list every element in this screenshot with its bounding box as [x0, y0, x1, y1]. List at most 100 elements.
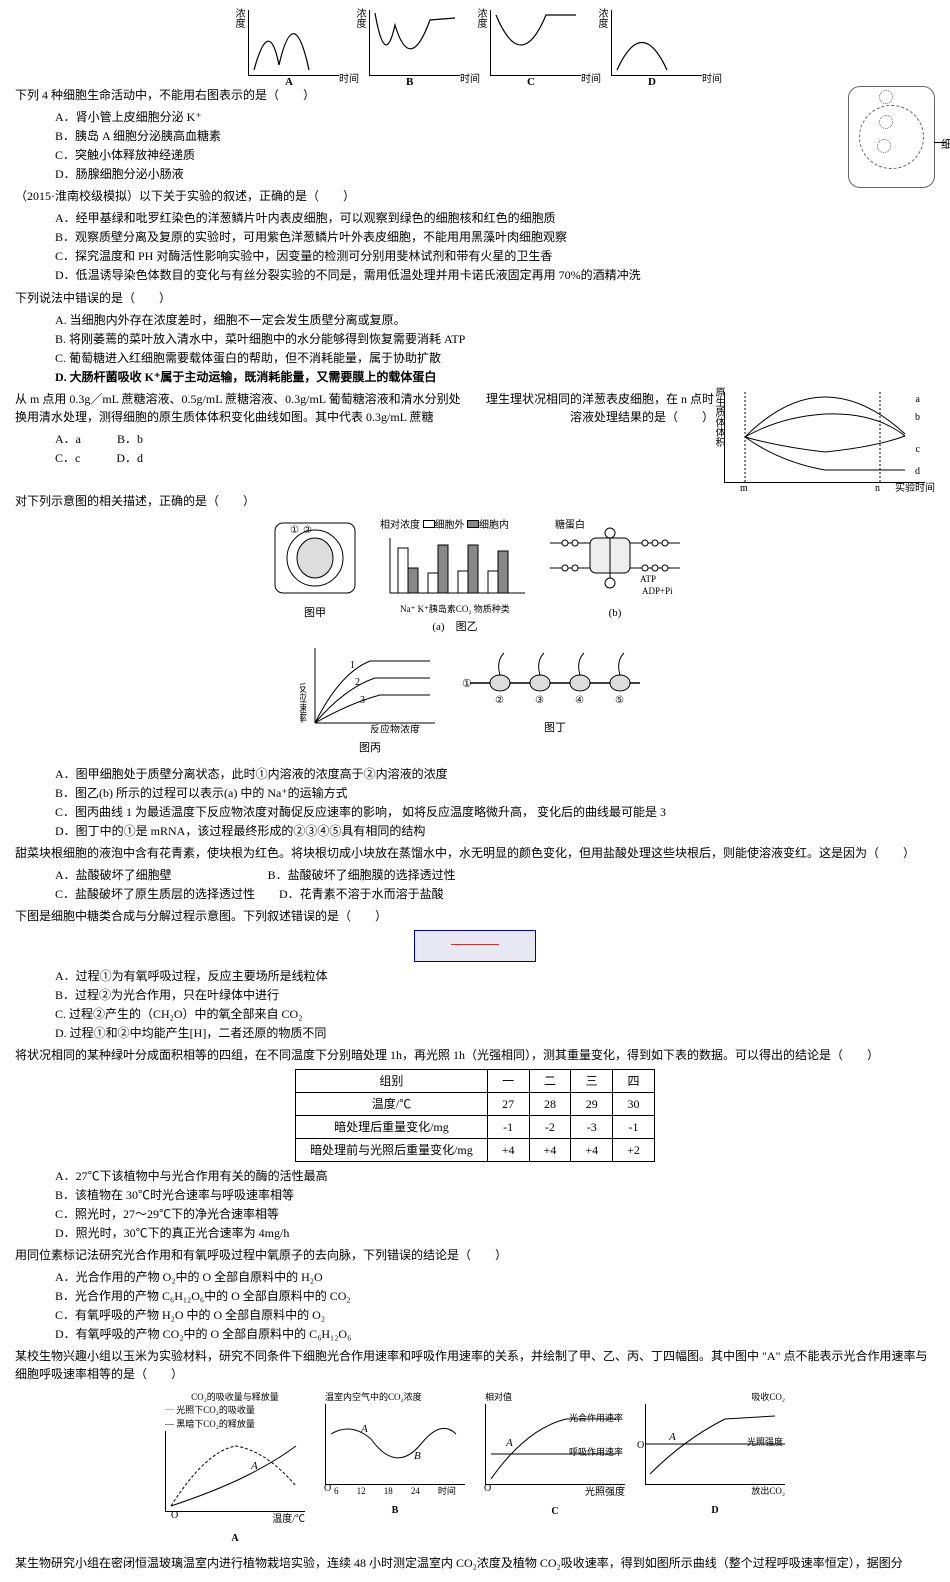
- b-xlabel: 时间: [438, 1485, 456, 1499]
- q1-stem: 下列 4 种细胞生命活动中，不能用右图表示的是（ ）: [15, 86, 935, 104]
- q8-options: A．27℃下该植物中与光合作用有关的酶的活性最高 B．该植物在 30℃时光合速率…: [55, 1167, 935, 1242]
- q11-stem: 某生物研究小组在密闭恒温玻璃温室内进行植物栽培实验，连续 48 小时测定温室内 …: [15, 1554, 935, 1572]
- chart-c: 浓度 时间 C: [490, 10, 581, 76]
- a-origin: O: [171, 1508, 178, 1523]
- chart-b-label: B: [406, 74, 413, 91]
- svg-text:3: 3: [360, 695, 365, 706]
- q8-h0: 组别: [296, 1069, 488, 1092]
- fig-ding: ① ② ③ ④ ⑤ 图丁: [460, 643, 650, 737]
- q4-chart-ylabel: 原生质体体积: [711, 387, 726, 447]
- a-leg1: 光照下CO₂的吸收量: [176, 1405, 255, 1415]
- q8-r1c3: -3: [571, 1115, 613, 1138]
- q8-r1c2: -2: [529, 1115, 571, 1138]
- bchart-d-cap: D: [645, 1503, 785, 1518]
- q3-opt-a: A. 当细胞内外存在浓度差时，细胞不一定会发生质壁分离或复原。: [55, 311, 935, 329]
- q7-stem: 下图是细胞中糖类合成与分解过程示意图。下列叙述错误的是（ ）: [15, 907, 935, 925]
- bchart-b: 温室内空气中的CO₂浓度 A B O 6 12 18 24 时间 B: [325, 1391, 465, 1547]
- yi-a-xlabel: Na⁺ K⁺胰岛素CO₂ 物质种类: [380, 603, 530, 617]
- q4-letter-d: d: [915, 464, 920, 479]
- chart-a-xlabel: 时间: [339, 72, 359, 87]
- bchart-c-cap: C: [485, 1504, 625, 1519]
- chart-c-xlabel: 时间: [581, 72, 601, 87]
- chart-b-xlabel: 时间: [460, 72, 480, 87]
- q4-letter-n: n: [875, 481, 880, 496]
- q1-opt-b: B．胰岛 A 细胞分泌胰高血糖素: [55, 127, 935, 145]
- q3-opt-b: B. 将刚萎蔫的菜叶放入清水中，菜叶细胞中的水分能够得到恢复需要消耗 ATP: [55, 330, 935, 348]
- yi-legend-in: 细胞内: [479, 520, 509, 531]
- q4-stem2-left: 换用清水处理，测得细胞的原生质体体积变化曲线如图。其中代表 0.3g/mL 蔗糖: [15, 410, 434, 424]
- q1-options: A．肾小管上皮细胞分泌 K⁺ B．胰岛 A 细胞分泌胰高血糖素 C．突触小体释放…: [55, 108, 935, 183]
- yi-b-sub: (b): [550, 605, 680, 622]
- fig-yi-a: 相对浓度 细胞外 细胞内 Na⁺ K⁺胰岛素CO₂ 物质种类 (a) 图乙: [380, 518, 530, 635]
- bchart-c-ylabel: 相对值: [485, 1391, 625, 1405]
- fig-jia: ① ② 图甲: [270, 518, 360, 622]
- q8-table: 组别 一 二 三 四 温度/℃ 27 28 29 30 暗处理后重量变化/mg …: [295, 1069, 655, 1162]
- yi-legend-title: 相对浓度: [380, 520, 420, 531]
- svg-text:2: 2: [355, 677, 360, 688]
- svg-text:A: A: [668, 1431, 676, 1443]
- q9-opt-d: D．有氧呼吸的产物 CO₂中的 O 全部自原料中的 C₆H₁₂O₆: [55, 1325, 935, 1343]
- q5-opt-a: A．图甲细胞处于质壁分离状态，此时①内溶液的浓度高于②内溶液的浓度: [55, 765, 935, 783]
- chart-d: 浓度 时间 D: [611, 10, 702, 76]
- q2-stem: （2015·淮南校级模拟）以下关于实验的叙述，正确的是（ ）: [15, 187, 935, 205]
- q4-stem2-right: 溶液处理结果的是（ ）: [570, 408, 714, 426]
- q4-stem-left: 从 m 点用 0.3g／mL 蔗糖溶液、0.5g/mL 蔗糖溶液、0.3g/mL…: [15, 392, 461, 406]
- q8-h3: 三: [571, 1069, 613, 1092]
- q4-stem-right: 理生理状况相同的洋葱表皮细胞，在 n 点时: [486, 390, 714, 408]
- q8-r0c0: 温度/℃: [296, 1092, 488, 1115]
- q10-charts: CO₂的吸收量与释放量 ┈ 光照下CO₂的吸收量— 黑暗下CO₂的释放量 A O…: [15, 1391, 935, 1547]
- q4-xlabel: 实验时间: [895, 481, 935, 496]
- bchart-b-ylabel: 温室内空气中的CO₂浓度: [325, 1391, 465, 1405]
- b-origin: O: [324, 1481, 331, 1496]
- d-xlabel: 光照强度: [747, 1436, 783, 1450]
- svg-text:A: A: [360, 1423, 368, 1435]
- a-leg2: 黑暗下CO₂的释放量: [176, 1419, 255, 1429]
- svg-text:②: ②: [495, 695, 504, 706]
- q7-options: A．过程①为有氧呼吸过程，反应主要场所是线粒体 B．过程②为光合作用，只在叶绿体…: [55, 967, 935, 1042]
- bchart-a: CO₂的吸收量与释放量 ┈ 光照下CO₂的吸收量— 黑暗下CO₂的释放量 A O…: [165, 1391, 305, 1547]
- b-t0: 6: [334, 1485, 339, 1499]
- q6-options: A．盐酸破坏了细胞壁 B．盐酸破坏了细胞膜的选择透过性 C．盐酸破坏了原生质层的…: [55, 866, 935, 903]
- q2-opt-b: B．观察质壁分离及复原的实验时，可用紫色洋葱鳞片叶外表皮细胞，不能用用黑藻叶肉细…: [55, 228, 935, 246]
- cell-membrane-diagram: 细胞膜: [848, 86, 935, 188]
- q3-opt-d: D. 大肠杆菌吸收 K⁺属于主动运输，既消耗能量，又需要膜上的载体蛋白: [55, 368, 935, 386]
- q8-stem: 将状况相同的某种绿叶分成面积相等的四组，在不同温度下分别暗处理 1h，再光照 1…: [15, 1046, 935, 1064]
- chart-b-ylabel: 浓度: [352, 8, 367, 28]
- q5-opt-c: C．图丙曲线 1 为最适温度下反应物浓度对酶促反应速率的影响， 如将反应温度略微…: [55, 803, 935, 821]
- q4-letter-b: b: [915, 410, 920, 425]
- sugar-diagram: [414, 930, 536, 962]
- chart-d-ylabel: 浓度: [594, 8, 609, 28]
- q2-options: A．经甲基绿和吡罗红染色的洋葱鳞片叶内表皮细胞，可以观察到绿色的细胞核和红色的细…: [55, 209, 935, 284]
- bchart-b-cap: B: [325, 1503, 465, 1518]
- q8-opt-b: B．该植物在 30℃时光合速率与呼吸速率相等: [55, 1186, 935, 1204]
- c-l2: 呼吸作用速率: [569, 1446, 623, 1460]
- q7-opt-b: B．过程②为光合作用，只在叶绿体中进行: [55, 986, 935, 1004]
- fig-yi-b: 糖蛋白 ATP ADP+Pi (b): [550, 518, 680, 622]
- q8-r1c1: -1: [487, 1115, 529, 1138]
- svg-text:④: ④: [575, 695, 584, 706]
- c-origin: O: [484, 1481, 491, 1496]
- q8-opt-d: D．照光时，30℃下的真正光合速率为 4mg/h: [55, 1224, 935, 1242]
- bchart-d: 吸收CO₂ A O 光照强度 放出CO₂ D: [645, 1391, 785, 1547]
- q8-r0c1: 27: [487, 1092, 529, 1115]
- q9-opt-b: B．光合作用的产物 C₆H₁₂O₆中的 O 全部自原料中的 CO₂: [55, 1287, 935, 1305]
- q5-figs-row1: ① ② 图甲 相对浓度 细胞外 细胞内 Na⁺ K⁺胰岛素CO₂ 物质种类 (a…: [15, 518, 935, 635]
- q4-letter-c: c: [916, 442, 920, 457]
- q7-opt-a: A．过程①为有氧呼吸过程，反应主要场所是线粒体: [55, 967, 935, 985]
- svg-text:②: ②: [303, 525, 312, 536]
- q9-opt-a: A．光合作用的产物 O₂中的 O 全部自原料中的 H₂O: [55, 1268, 935, 1286]
- svg-text:ADP+Pi: ADP+Pi: [642, 586, 673, 596]
- svg-text:A: A: [505, 1437, 513, 1449]
- bchart-d-y1: 吸收CO₂: [645, 1391, 785, 1405]
- q8-r2c3: +4: [571, 1138, 613, 1161]
- q8-r2c2: +4: [529, 1138, 571, 1161]
- q1-opt-c: C．突触小体释放神经递质: [55, 146, 935, 164]
- svg-text:①: ①: [290, 525, 299, 536]
- q8-r2c1: +4: [487, 1138, 529, 1161]
- chart-d-xlabel: 时间: [702, 72, 722, 87]
- q4-chart: 原生质体体积 a b c d m n 实验时间: [724, 392, 925, 483]
- fig-bing: 1 2 3 反应速率 反应物浓度 图丙: [300, 643, 440, 757]
- d-origin: O: [637, 1438, 644, 1453]
- q5-opt-d: D．图丁中的①是 mRNA，该过程最终形成的②③④⑤具有相同的结构: [55, 822, 935, 840]
- q4-letter-m: m: [740, 481, 748, 496]
